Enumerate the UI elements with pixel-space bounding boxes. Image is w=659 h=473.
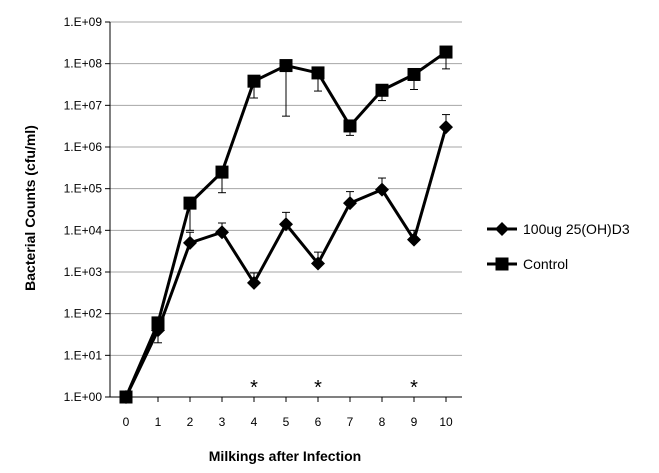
x-tick-label: 10 bbox=[439, 415, 453, 429]
y-tick-label: 1.E+05 bbox=[64, 182, 103, 196]
diamond-marker bbox=[279, 217, 293, 232]
diamond-marker bbox=[215, 225, 229, 240]
x-tick-label: 1 bbox=[155, 415, 162, 429]
y-tick-label: 1.E+08 bbox=[64, 57, 103, 71]
legend-square-icon bbox=[495, 257, 509, 271]
square-marker bbox=[151, 316, 165, 330]
y-axis-title: Bacterial Counts (cfu/ml) bbox=[22, 125, 38, 291]
diamond-marker bbox=[247, 275, 261, 290]
square-marker bbox=[343, 119, 357, 133]
square-marker bbox=[247, 74, 261, 88]
grid-lines bbox=[110, 21, 462, 356]
error-bars bbox=[154, 52, 450, 344]
x-tick-label: 9 bbox=[411, 415, 418, 429]
square-marker bbox=[375, 83, 389, 97]
y-tick-label: 1.E+06 bbox=[64, 140, 103, 154]
x-tick-labels: 0 1 2 3 4 5 6 7 8 9 10 bbox=[123, 415, 453, 429]
significance-star: * bbox=[250, 377, 258, 399]
square-marker bbox=[439, 45, 453, 59]
significance-star: * bbox=[410, 377, 418, 399]
y-tick-label: 1.E+03 bbox=[64, 265, 103, 279]
y-tick-labels: 1.E+00 1.E+01 1.E+02 1.E+03 1.E+04 1.E+05 1.E+… bbox=[64, 15, 103, 404]
diamond-marker bbox=[407, 232, 421, 247]
square-marker bbox=[183, 196, 197, 210]
x-axis-title: Milkings after Infection bbox=[209, 448, 361, 464]
diamond-marker bbox=[375, 182, 389, 197]
square-marker bbox=[215, 165, 229, 179]
square-marker bbox=[311, 66, 325, 80]
y-tick-label: 1.E+04 bbox=[64, 223, 103, 237]
diamond-marker bbox=[343, 196, 357, 211]
x-tick-label: 6 bbox=[315, 415, 322, 429]
x-tick-label: 5 bbox=[283, 415, 290, 429]
y-tick-label: 1.E+07 bbox=[64, 98, 103, 112]
x-tick-label: 7 bbox=[347, 415, 354, 429]
legend: 100ug 25(OH)D3 Control bbox=[487, 221, 630, 272]
x-tick-label: 4 bbox=[251, 415, 258, 429]
legend-label: Control bbox=[523, 256, 568, 272]
axes bbox=[105, 21, 462, 402]
legend-diamond-icon bbox=[495, 222, 509, 236]
x-tick-label: 0 bbox=[123, 415, 130, 429]
y-tick-label: 1.E+09 bbox=[64, 15, 103, 29]
x-tick-label: 2 bbox=[187, 415, 194, 429]
y-tick-label: 1.E+02 bbox=[64, 307, 103, 321]
significance-star: * bbox=[314, 377, 322, 399]
y-tick-label: 1.E+00 bbox=[64, 390, 103, 404]
square-marker bbox=[119, 390, 133, 404]
x-tick-label: 8 bbox=[379, 415, 386, 429]
square-marker bbox=[407, 67, 421, 81]
x-tick-label: 3 bbox=[219, 415, 226, 429]
y-tick-label: 1.E+01 bbox=[64, 348, 103, 362]
square-marker bbox=[279, 59, 293, 73]
legend-label: 100ug 25(OH)D3 bbox=[523, 221, 630, 237]
significance-annotations: * * * bbox=[250, 377, 418, 399]
diamond-marker bbox=[311, 256, 325, 271]
diamond-marker bbox=[439, 120, 453, 135]
diamond-marker bbox=[183, 235, 197, 250]
series-markers bbox=[119, 45, 453, 404]
